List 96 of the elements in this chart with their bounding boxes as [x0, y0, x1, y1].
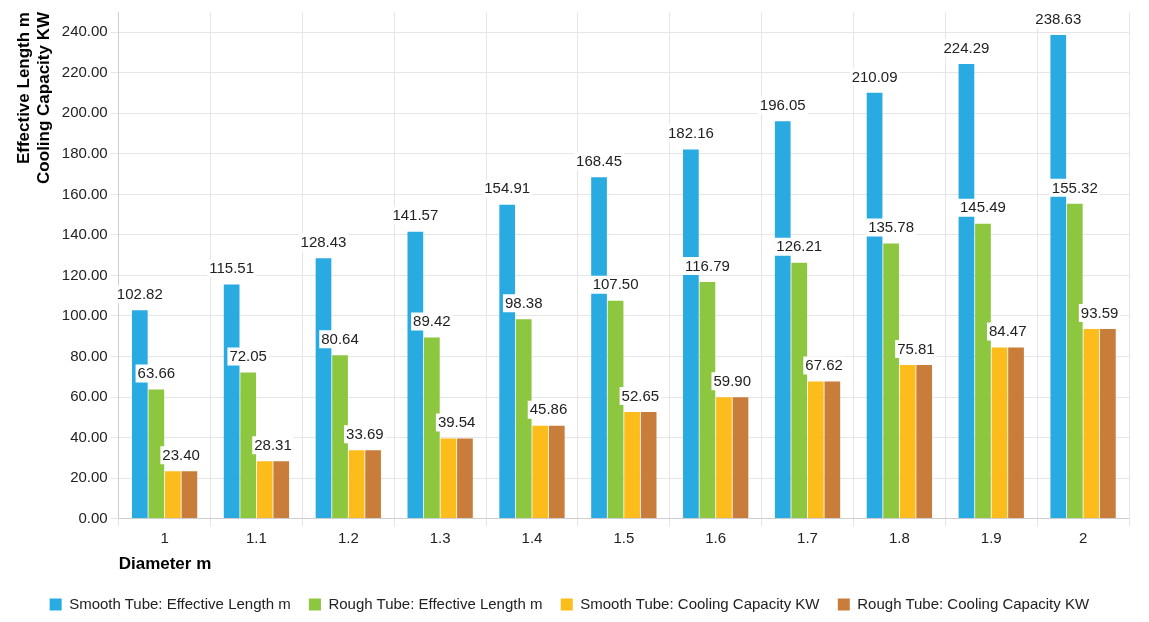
data-label: 168.45	[576, 151, 622, 169]
data-label: 116.79	[685, 256, 730, 274]
data-label: 115.51	[209, 259, 255, 277]
bar	[899, 364, 916, 519]
data-label: 182.16	[667, 124, 714, 142]
x-tick-label: 1.2	[337, 528, 359, 546]
data-label: 98.38	[504, 293, 543, 311]
y-tick-label: 200.00	[61, 103, 108, 121]
data-label: 63.66	[137, 364, 176, 382]
bar	[791, 262, 808, 519]
x-tick-label: 1.7	[797, 528, 818, 546]
data-label: 141.57	[392, 206, 439, 224]
bar	[181, 471, 198, 519]
bar	[332, 355, 348, 519]
data-label: 135.78	[868, 218, 915, 236]
bar	[424, 337, 440, 519]
bar	[440, 438, 457, 519]
data-label: 107.50	[592, 275, 639, 293]
bar	[148, 389, 165, 519]
data-label: 210.09	[851, 67, 898, 85]
bar	[1008, 347, 1024, 519]
bar	[640, 411, 657, 519]
data-label: 45.86	[529, 400, 568, 418]
bar	[975, 223, 991, 519]
bar	[532, 425, 549, 519]
data-label: 196.05	[759, 95, 806, 113]
y-tick-label: 100.00	[61, 306, 108, 324]
data-label: 72.05	[229, 347, 267, 365]
data-label: 67.62	[805, 356, 843, 374]
bar	[256, 461, 273, 519]
data-label: 28.31	[254, 435, 292, 453]
data-label: 80.64	[321, 329, 359, 347]
x-tick-label: 1.3	[429, 528, 451, 546]
y-tick-label: 0.00	[78, 508, 108, 526]
y-tick-label: 20.00	[70, 468, 108, 486]
x-tick-label: 1.9	[980, 528, 1002, 546]
data-label: 238.63	[1035, 9, 1082, 27]
bar	[548, 425, 565, 519]
x-tick-label: 1.5	[613, 528, 635, 546]
data-label: 75.81	[897, 339, 935, 357]
x-tick-label: 1.1	[246, 528, 267, 546]
x-tick-label: 1.4	[521, 528, 543, 546]
bar	[1100, 328, 1116, 519]
x-tick-label: 2	[1078, 528, 1088, 546]
x-tick-label: 1.6	[705, 528, 727, 546]
y-tick-label: 220.00	[61, 62, 108, 80]
data-label: 126.21	[776, 237, 823, 255]
y-tick-label: 80.00	[70, 346, 108, 364]
data-label: 128.43	[300, 232, 347, 250]
bar	[365, 450, 381, 519]
y-tick-label: 60.00	[70, 387, 108, 405]
y-tick-label: 240.00	[61, 22, 108, 40]
y-tick-label: 180.00	[61, 143, 108, 161]
data-label: 93.59	[1080, 303, 1119, 321]
x-tick-label: 1.8	[888, 528, 910, 546]
bar	[916, 364, 933, 519]
data-label: 39.54	[437, 413, 476, 431]
y-axis-title: Effective Length m Cooling Capacity KW	[13, 11, 54, 184]
bar	[716, 397, 732, 519]
data-label: 224.29	[943, 38, 990, 56]
bar	[240, 372, 257, 519]
bar	[807, 381, 824, 519]
legend-label: Smooth Tube: Effective Length m	[69, 594, 291, 612]
data-label: 33.69	[346, 424, 384, 442]
bar	[824, 381, 841, 519]
bar	[732, 397, 749, 519]
legend-label: Rough Tube: Cooling Capacity KW	[857, 594, 1090, 612]
y-tick-label: 120.00	[61, 265, 108, 283]
bar	[273, 461, 290, 519]
data-label: 155.32	[1051, 178, 1098, 196]
bar	[607, 300, 624, 519]
data-label: 102.82	[116, 284, 163, 302]
y-tick-label: 40.00	[70, 427, 108, 445]
bar	[624, 411, 640, 519]
legend-label: Rough Tube: Effective Length m	[328, 594, 543, 612]
x-axis-title: Diameter m	[118, 554, 212, 574]
y-tick-label: 140.00	[61, 225, 108, 243]
bar	[348, 450, 365, 519]
data-label: 52.65	[621, 386, 660, 404]
bar	[1083, 328, 1100, 519]
legend-label: Smooth Tube: Cooling Capacity KW	[580, 594, 821, 612]
bar	[991, 347, 1008, 519]
data-label: 145.49	[960, 198, 1006, 216]
bar	[1066, 203, 1083, 519]
x-tick-label: 1	[160, 528, 169, 546]
data-label: 154.91	[484, 179, 531, 197]
data-label: 23.40	[162, 445, 200, 463]
bar	[457, 438, 473, 519]
data-label: 89.42	[413, 312, 451, 330]
bar	[165, 471, 181, 519]
bar	[515, 319, 532, 519]
y-tick-label: 160.00	[61, 184, 108, 202]
bar	[883, 243, 899, 519]
data-label: 59.90	[713, 371, 751, 389]
bar	[699, 281, 716, 519]
data-label: 84.47	[988, 322, 1027, 340]
